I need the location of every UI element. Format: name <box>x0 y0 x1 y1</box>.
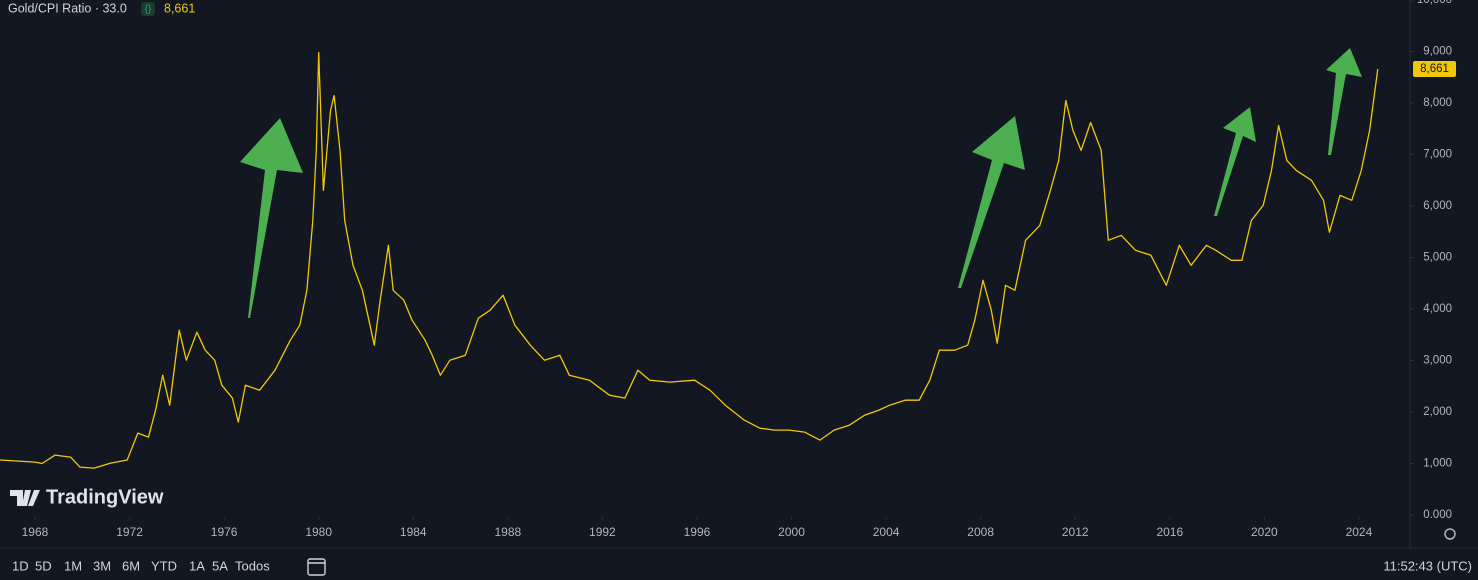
x-tick-label: 2016 <box>1156 525 1183 539</box>
x-tick-label: 2012 <box>1062 525 1089 539</box>
range-button[interactable]: 5A <box>212 558 228 573</box>
x-tick-label: 1992 <box>589 525 616 539</box>
x-tick-label: 2004 <box>873 525 900 539</box>
x-tick-label: 2000 <box>778 525 805 539</box>
settings-icon[interactable] <box>1444 528 1456 540</box>
range-button[interactable]: 5D <box>35 558 52 573</box>
x-tick-label: 1972 <box>116 525 143 539</box>
watermark: TradingView <box>46 486 164 508</box>
y-tick-label: 9,000 <box>1423 46 1452 58</box>
last-value-badge-label: 8,661 <box>1420 63 1449 75</box>
range-button[interactable]: YTD <box>151 558 177 573</box>
x-tick-label: 1968 <box>22 525 49 539</box>
arrow <box>1326 48 1362 155</box>
symbol-title[interactable]: Gold/CPI Ratio · 33.0 <box>8 1 127 15</box>
y-tick-label: 1,000 <box>1423 458 1452 470</box>
y-tick-label: 10,000 <box>1417 0 1452 6</box>
x-tick-label: 1980 <box>305 525 332 539</box>
price-line <box>0 51 1379 469</box>
y-tick-label: 3,000 <box>1423 355 1452 367</box>
range-button[interactable]: 3M <box>93 558 111 573</box>
x-tick-label: 1984 <box>400 525 427 539</box>
arrows <box>240 48 1362 318</box>
y-tick-label: 5,000 <box>1423 252 1452 264</box>
plot: 0.000 1,000 2,000 3,000 4,000 5,000 6,000 7,000… <box>0 0 1456 539</box>
y-tick-label: 2,000 <box>1423 406 1452 418</box>
status-icon-glyph: {} <box>145 4 152 15</box>
toolbar: 1D 5D 1M 3M 6M YTD 1A 5A Todos <box>12 558 270 573</box>
watermark-logo <box>10 490 40 506</box>
last-value-badge <box>1413 60 1456 77</box>
clock: 11:52:43 (UTC) <box>1383 558 1472 573</box>
y-tick-label: 0.000 <box>1423 509 1452 521</box>
range-button[interactable]: 1A <box>189 558 205 573</box>
range-button[interactable]: 1M <box>64 558 82 573</box>
y-tick-label: 6,000 <box>1423 200 1452 212</box>
last-value: 8,661 <box>164 1 195 15</box>
y-tick-label: 8,000 <box>1423 97 1452 109</box>
range-button[interactable]: Todos <box>235 558 270 573</box>
arrow <box>1214 107 1256 216</box>
status-icon <box>141 2 155 16</box>
range-button[interactable]: 1D <box>12 558 29 573</box>
x-tick-label: 1976 <box>211 525 238 539</box>
y-tick-label: 4,000 <box>1423 303 1452 315</box>
x-tick-label: 2024 <box>1346 525 1373 539</box>
x-tick-label: 1988 <box>494 525 521 539</box>
range-button[interactable]: 6M <box>122 558 140 573</box>
y-tick-label: 7,000 <box>1423 149 1452 161</box>
x-tick-label: 1996 <box>684 525 711 539</box>
x-tick-label: 2008 <box>967 525 994 539</box>
arrow <box>958 116 1025 288</box>
arrow <box>240 118 303 318</box>
calendar-icon[interactable] <box>307 558 326 576</box>
x-tick-label: 2020 <box>1251 525 1278 539</box>
